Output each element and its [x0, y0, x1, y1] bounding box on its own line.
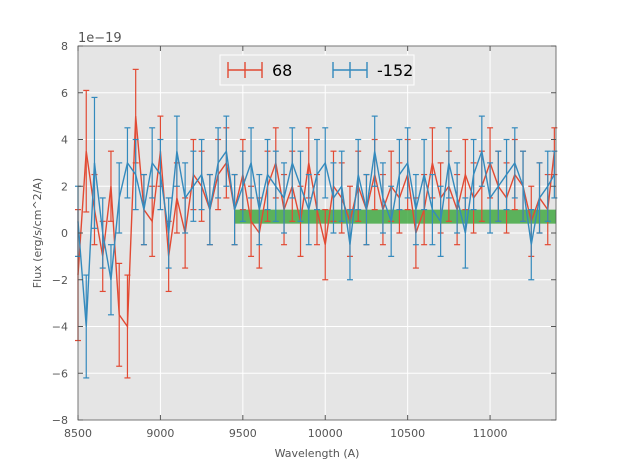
y-tick-label: −2: [52, 274, 68, 287]
y-tick-label: −4: [52, 321, 68, 334]
series-b: [75, 96, 558, 379]
x-tick-label: 10500: [390, 427, 425, 440]
y-tick-label: 0: [61, 227, 68, 240]
axes-frame: [77, 45, 557, 421]
band-layer: [234, 209, 556, 224]
y-tick-label: 2: [61, 180, 68, 193]
x-tick-label: 9000: [146, 427, 174, 440]
y-tick-label: −6: [52, 367, 68, 380]
series-line: [77, 148, 555, 327]
y-offset-text: 1e−19: [78, 31, 122, 46]
highlight-band: [234, 209, 556, 224]
x-axis-label: Wavelength (A): [275, 447, 360, 460]
x-tick-label: 10000: [308, 427, 343, 440]
series-layer: [75, 68, 558, 379]
x-tick-label: 11000: [473, 427, 508, 440]
y-tick-label: −8: [52, 414, 68, 427]
legend: 68 -152: [219, 54, 415, 86]
y-axis-label: Flux (erg/s/cm^2/A): [31, 178, 44, 288]
y-tick-label: 4: [61, 134, 68, 147]
legend-label: -152: [377, 61, 413, 80]
x-tick-label: 8500: [64, 427, 92, 440]
legend-label: 68: [272, 61, 292, 80]
y-tick-label: 8: [61, 40, 68, 53]
x-tick-label: 9500: [229, 427, 257, 440]
y-tick-label: 6: [61, 87, 68, 100]
